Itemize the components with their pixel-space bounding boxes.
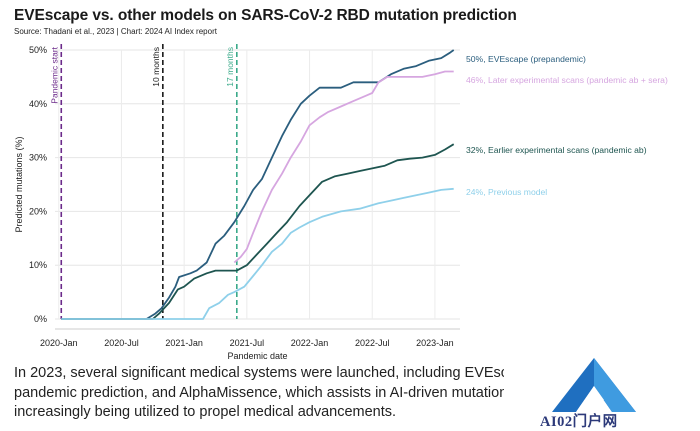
caption-line-3: increasingly being utilized to propel me… <box>14 404 397 420</box>
ai-logo-icon <box>552 358 636 412</box>
series-end-label: 50%, EVEscape (prepandemic) <box>466 54 586 64</box>
chart-source: Source: Thadani et al., 2023 | Chart: 20… <box>14 27 217 36</box>
x-axis-title: Pandemic date <box>227 351 287 360</box>
series-end-label: 24%, Previous model <box>466 187 547 197</box>
vline-label: Pandemic start <box>49 46 59 103</box>
series-line <box>61 187 454 320</box>
series-line <box>233 70 454 264</box>
caption-line-1: In 2023, several significant medical sys… <box>14 365 504 381</box>
series-end-label: 32%, Earlier experimental scans (pandemi… <box>466 145 647 155</box>
series-line <box>61 49 455 320</box>
x-tick-label: 2021-Jan <box>165 338 203 348</box>
x-tick-label: 2021-Jul <box>230 338 265 348</box>
series-end-label: 46%, Later experimental scans (pandemic … <box>466 75 668 85</box>
y-axis-title: Predicted mutations (%) <box>14 136 24 232</box>
chart-title: EVEscape vs. other models on SARS-CoV-2 … <box>14 7 517 24</box>
vline-label: 10 months <box>151 47 161 87</box>
vline-label: 17 months <box>225 47 235 87</box>
x-tick-label: 2022-Jul <box>355 338 390 348</box>
x-tick-label: 2023-Jan <box>416 338 454 348</box>
y-tick-label: 30% <box>29 153 47 163</box>
y-tick-label: 50% <box>29 45 47 55</box>
y-tick-label: 40% <box>29 99 47 109</box>
series-line <box>61 143 455 320</box>
line-chart: 0% 10% 20% 30% 40% 50% 2020-Jan 2020-Jul 2021-Ja… <box>14 44 668 360</box>
x-tick-label: 2020-Jan <box>40 338 78 348</box>
y-tick-label: 10% <box>29 260 47 270</box>
watermark-text: AI02门户网 <box>540 414 618 430</box>
y-tick-label: 0% <box>34 314 47 324</box>
x-tick-label: 2020-Jul <box>104 338 139 348</box>
caption-line-2: pandemic prediction, and AlphaMissence, … <box>14 384 504 401</box>
x-tick-label: 2022-Jan <box>291 338 329 348</box>
caption: In 2023, several significant medical sys… <box>14 364 504 423</box>
y-tick-label: 20% <box>29 206 47 216</box>
